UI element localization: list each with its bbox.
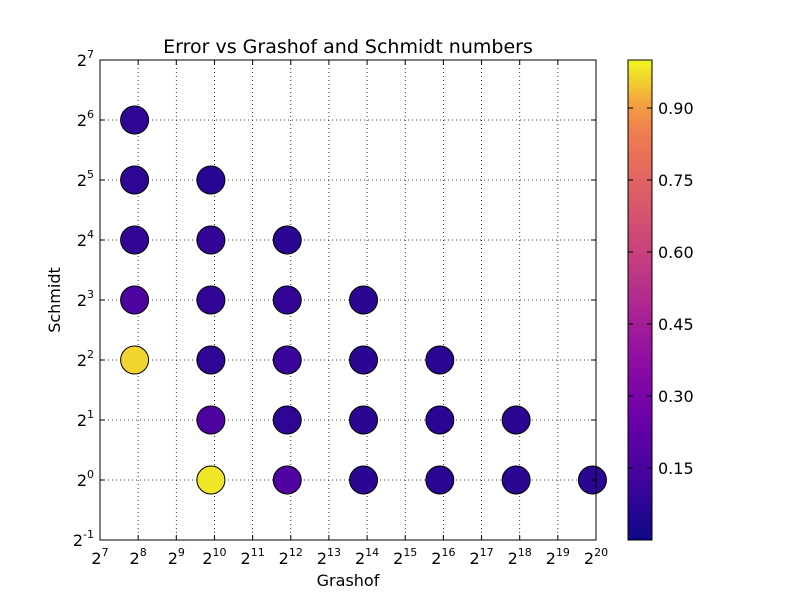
x-tick-label: 218 xyxy=(508,546,532,568)
y-tick-label: 22 xyxy=(77,348,94,370)
data-point xyxy=(120,225,150,255)
data-point xyxy=(501,465,531,495)
y-tick-label: 27 xyxy=(77,48,94,70)
x-axis-label: Grashof xyxy=(317,571,380,590)
data-point xyxy=(272,225,302,255)
data-point xyxy=(349,465,379,495)
y-tick-label: 21 xyxy=(77,408,94,430)
y-tick-label: 23 xyxy=(77,288,94,310)
colorbar-tick-label: 0.45 xyxy=(658,315,694,334)
data-point xyxy=(349,345,379,375)
data-point xyxy=(120,345,150,375)
x-tick-label: 214 xyxy=(355,546,379,568)
data-point xyxy=(120,105,150,135)
colorbar-tick-label: 0.60 xyxy=(658,243,694,262)
y-tick-label: 25 xyxy=(77,168,94,190)
data-point xyxy=(501,405,531,435)
x-tick-label: 212 xyxy=(279,546,303,568)
x-tick-label: 217 xyxy=(469,546,493,568)
x-tick-label: 215 xyxy=(393,546,417,568)
data-point xyxy=(272,465,302,495)
colorbar-tick-label: 0.90 xyxy=(658,99,694,118)
data-point xyxy=(272,345,302,375)
data-point xyxy=(196,345,226,375)
colorbar-tick-label: 0.75 xyxy=(658,171,694,190)
colorbar-tick-label: 0.15 xyxy=(658,459,694,478)
data-point xyxy=(196,405,226,435)
data-point xyxy=(196,465,226,495)
x-tick-label: 220 xyxy=(584,546,608,568)
colorbar: 0.15 0.30 0.45 0.60 0.75 0.90 xyxy=(627,59,694,541)
x-tick-label: 27 xyxy=(91,546,108,568)
x-tick-label: 216 xyxy=(431,546,455,568)
x-tick-label: 28 xyxy=(130,546,147,568)
x-axis-ticks: 27 28 29 210 211 212 213 214 215 216 217 218 219 220 xyxy=(91,60,608,568)
data-points xyxy=(120,105,607,495)
data-point xyxy=(196,165,226,195)
x-tick-label: 219 xyxy=(546,546,570,568)
y-tick-label: 2-1 xyxy=(73,528,94,550)
x-tick-label: 211 xyxy=(241,546,265,568)
chart-title: Error vs Grashof and Schmidt numbers xyxy=(163,36,533,58)
y-tick-label: 24 xyxy=(77,228,94,250)
x-tick-label: 29 xyxy=(168,546,185,568)
data-point xyxy=(349,405,379,435)
data-point xyxy=(120,285,150,315)
data-point xyxy=(120,165,150,195)
colorbar-tick-label: 0.30 xyxy=(658,387,694,406)
y-tick-label: 26 xyxy=(77,108,94,130)
x-tick-label: 210 xyxy=(202,546,226,568)
data-point xyxy=(425,345,455,375)
colorbar-gradient xyxy=(627,59,653,541)
data-point xyxy=(272,405,302,435)
x-tick-label: 213 xyxy=(317,546,341,568)
data-point xyxy=(349,285,379,315)
data-point xyxy=(196,225,226,255)
grid-lines xyxy=(100,60,596,540)
data-point xyxy=(425,405,455,435)
data-point xyxy=(425,465,455,495)
y-tick-label: 20 xyxy=(77,468,94,490)
data-point xyxy=(272,285,302,315)
data-point xyxy=(196,285,226,315)
y-axis-label: Schmidt xyxy=(45,267,64,333)
